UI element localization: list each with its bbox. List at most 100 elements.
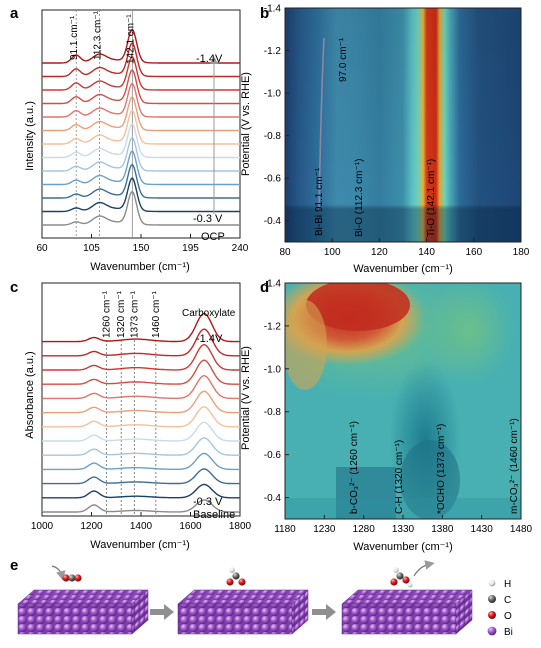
panel-d: d Potential (V vs. RHE) 1180 1230 1280 1330… [240, 279, 533, 554]
panel-d-xlabel: Wavenumber (cm⁻¹) [353, 541, 453, 553]
panel-a-bottom-label: -0.3 V [193, 213, 223, 225]
xtick-label: 1330 [392, 524, 415, 535]
ytick-label: -1.0 [264, 89, 282, 100]
xtick-label: 240 [232, 243, 249, 254]
ytick-label: -0.6 [264, 450, 282, 461]
panel-d-ylabel: Potential (V vs. RHE) [240, 346, 252, 450]
xtick-label: 100 [324, 247, 341, 258]
peak-label: 142.1 cm⁻¹ [125, 14, 136, 64]
ytick-label: -1.4 [264, 279, 282, 290]
xtick-label: 195 [182, 243, 199, 254]
legend-o-label: O [504, 611, 512, 622]
legend-c-swatch [488, 595, 496, 603]
panel-c-baseline-label: Baseline [193, 509, 235, 521]
panel-b: b Potential (V vs. RHE) 80 100 120 140 160 18… [240, 4, 530, 276]
ytick-label: -0.4 [264, 493, 282, 504]
process-arrow-2 [312, 604, 336, 620]
ytick-label: -1.4 [264, 4, 282, 15]
panel-b-xticks: 80 100 120 140 160 180 [279, 238, 530, 258]
panel-d-annotation-ch: C-H (1320 cm⁻¹) [394, 440, 405, 514]
panel-c-xlabel: Wavenumber (cm⁻¹) [90, 539, 190, 551]
xtick-label: 1200 [80, 521, 103, 532]
spectrum-line [42, 123, 240, 159]
panel-c-bottom-label: -0.3 V [193, 496, 223, 508]
spectrum-line [42, 390, 240, 414]
spectrum-line [42, 359, 240, 385]
panel-b-label: b [260, 5, 269, 22]
panel-c-label: c [10, 279, 18, 296]
ytick-label: -1.0 [264, 364, 282, 375]
xtick-label: 1430 [471, 524, 494, 535]
spectrum-line [42, 468, 240, 485]
xtick-label: 60 [36, 243, 48, 254]
panel-e-label: e [10, 557, 18, 574]
legend-h-label: H [504, 579, 511, 590]
spectrum-line [42, 163, 240, 199]
panel-c-xticks: 1000 1200 1400 1600 1800 [31, 512, 252, 532]
ytick-label: -0.8 [264, 131, 282, 142]
panel-c-top-label: -1.4V [196, 333, 223, 345]
xtick-label: 150 [133, 243, 150, 254]
panel-b-annotation-97: 97.0 cm⁻¹ [338, 37, 349, 82]
ocho-intermediate [226, 567, 246, 586]
panel-b-annotation-bio: Bi-O (112.3 cm⁻¹) [354, 159, 365, 237]
xtick-label: 180 [513, 247, 530, 258]
xtick-label: 1280 [353, 524, 376, 535]
spectrum-line [42, 437, 240, 456]
panel-b-annotation-91: 91.1 cm⁻¹ [314, 167, 325, 212]
bi-slab-2 [177, 589, 309, 635]
panel-b-shift-trace [318, 37, 325, 211]
peak-label: 91.1 cm⁻¹ [69, 15, 80, 60]
formate-product [390, 560, 435, 588]
spectrum-line [42, 343, 240, 371]
spectrum-line [42, 177, 240, 213]
spectrum-line [42, 421, 240, 442]
legend-o-swatch [488, 611, 496, 619]
panel-d-annotation-ocho: *OCHO (1373 cm⁻¹) [436, 424, 447, 514]
xtick-label: 1480 [510, 524, 533, 535]
spectrum-line [42, 483, 240, 499]
xtick-label: 1380 [431, 524, 454, 535]
legend-bi-label: Bi [504, 627, 513, 638]
xtick-label: 160 [465, 247, 482, 258]
panel-b-xlabel: Wavenumber (cm⁻¹) [353, 263, 453, 275]
spectrum-line [42, 82, 240, 118]
panel-b-axes [284, 7, 522, 243]
spectrum-line [42, 136, 240, 172]
panel-b-annotation-tio: Ti-O (142.1 cm⁻¹) [426, 159, 437, 237]
spectrum-line [42, 42, 240, 78]
spectrum-line [42, 406, 240, 428]
panel-c-ylabel: Absorbance (a.u.) [24, 351, 36, 438]
process-arrow-1 [150, 604, 174, 620]
atom-legend: H C O Bi [487, 579, 513, 638]
ytick-label: -1.2 [264, 321, 282, 332]
panel-d-annotation-bco3: b-CO₃²⁻ (1260 cm⁻¹) [349, 421, 360, 514]
xtick-label: 140 [418, 247, 435, 258]
ytick-label: -0.8 [264, 407, 282, 418]
xtick-label: 1180 [274, 524, 296, 535]
spectrum-line [42, 28, 240, 64]
spectrum-line [42, 312, 240, 343]
legend-bi-swatch [487, 626, 497, 636]
spectrum-line [42, 96, 240, 132]
panel-c-spectra [42, 312, 240, 513]
ytick-label: -0.4 [264, 216, 282, 227]
panel-a-ocp-label: OCP [201, 231, 225, 243]
panel-d-label: d [260, 279, 269, 296]
panel-a-peak-labels: 91.1 cm⁻¹ 112.3 cm⁻¹ 142.1 cm⁻¹ [69, 10, 136, 64]
xtick-label: 1800 [229, 521, 252, 532]
panel-a-xlabel: Wavenumber (cm⁻¹) [90, 261, 190, 273]
legend-h-swatch [488, 579, 496, 587]
xtick-label: 80 [279, 247, 291, 258]
peak-label: 1260 cm⁻¹ [101, 290, 112, 338]
peak-label: 1373 cm⁻¹ [129, 290, 140, 338]
panel-a-top-label: -1.4V [196, 53, 223, 65]
xtick-label: 1000 [31, 521, 54, 532]
spectrum-line [42, 499, 240, 513]
panel-d-annotation-mco3: m-CO₃²⁻ (1460 cm⁻¹) [509, 418, 520, 514]
panel-c: c Absorbance (a.u.) 1260 cm⁻¹ 1320 cm⁻¹ 13… [10, 279, 252, 551]
spectrum-line [42, 452, 240, 471]
spectrum-line [42, 55, 240, 91]
xtick-label: 1400 [130, 521, 153, 532]
panel-d-heatmap [285, 283, 521, 519]
